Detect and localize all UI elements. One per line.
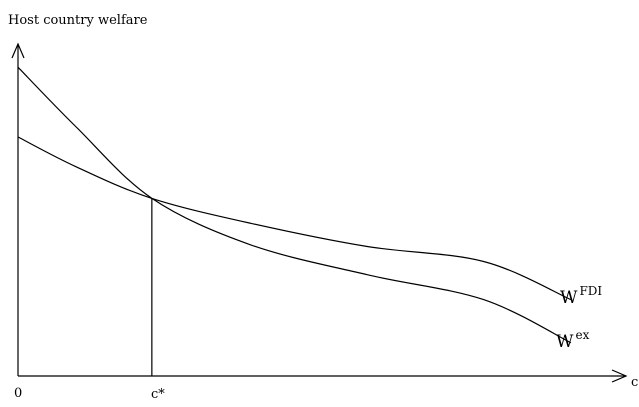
origin-label: 0 [14,386,22,401]
threshold-label: c* [151,387,165,402]
x-axis-label: c [631,375,638,390]
w-fdi-curve [17,136,572,301]
y-axis-label: Host country welfare [8,13,148,28]
w-ex-curve [17,66,572,344]
y-axis-arrowhead [11,42,25,59]
w-fdi-label: W FDI [560,284,602,308]
x-axis-arrowhead [611,369,628,383]
